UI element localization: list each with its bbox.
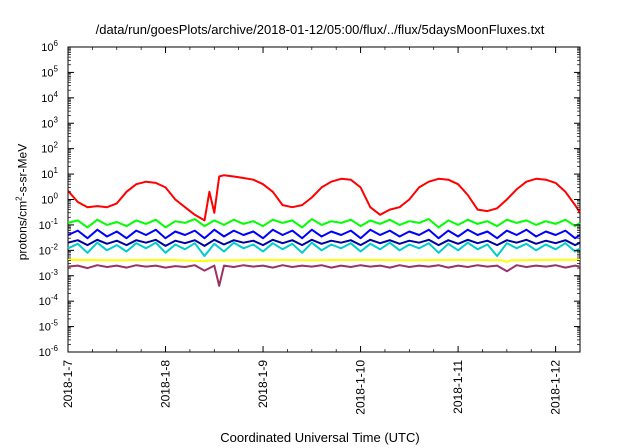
y-axis-label-suffix: -s-sr-MeV <box>15 143 30 197</box>
y-tick-label: 10-3 <box>39 268 59 283</box>
series-line-5 <box>67 238 581 247</box>
x-tick-label: 2018-1-7 <box>61 360 75 408</box>
y-tick-label: 10-4 <box>39 293 59 308</box>
series-layer <box>67 174 581 287</box>
x-tick-label: 2018-1-10 <box>354 360 368 415</box>
y-tick-label: 10-1 <box>39 217 59 232</box>
y-axis-label-prefix: protons/cm <box>15 200 30 261</box>
y-tick-label: 10-2 <box>39 242 59 257</box>
series-line-7 <box>67 264 581 287</box>
x-tick-label: 2018-1-12 <box>549 360 563 415</box>
y-tick-label: 10-5 <box>39 319 59 334</box>
chart-title: /data/run/goesPlots/archive/2018-01-12/0… <box>95 22 545 37</box>
x-tick-label: 2018-1-8 <box>159 360 173 408</box>
y-axis-ticks: 10-6 10-5 10-4 10-3 10-2 10-1 100 101 102 103 104 1… <box>39 39 580 359</box>
y-tick-label: 100 <box>41 192 58 207</box>
series-line-4 <box>67 228 581 240</box>
y-tick-label: 106 <box>41 39 58 54</box>
y-tick-label: 101 <box>41 166 58 181</box>
series-line-6 <box>67 258 580 263</box>
x-tick-label: 2018-1-9 <box>256 360 270 408</box>
series-line-3 <box>67 241 581 257</box>
y-tick-label: 102 <box>41 141 58 156</box>
y-axis-label: protons/cm2-s-sr-MeV <box>15 144 30 260</box>
x-axis-ticks: 2018-1-7 2018-1-8 2018-1-9 2018-1-10 2018-1-… <box>61 47 581 415</box>
series-line-1 <box>67 174 581 222</box>
y-tick-label: 10-6 <box>39 344 59 359</box>
y-tick-label: 104 <box>41 90 58 105</box>
x-axis-label: Coordinated Universal Time (UTC) <box>220 430 420 445</box>
y-axis-label-superscript: 2 <box>14 196 24 201</box>
plot-frame <box>67 46 581 353</box>
series-line-2 <box>67 218 581 229</box>
y-tick-label: 103 <box>41 115 58 130</box>
y-tick-label: 105 <box>41 64 58 79</box>
x-tick-label: 2018-1-11 <box>451 360 465 414</box>
